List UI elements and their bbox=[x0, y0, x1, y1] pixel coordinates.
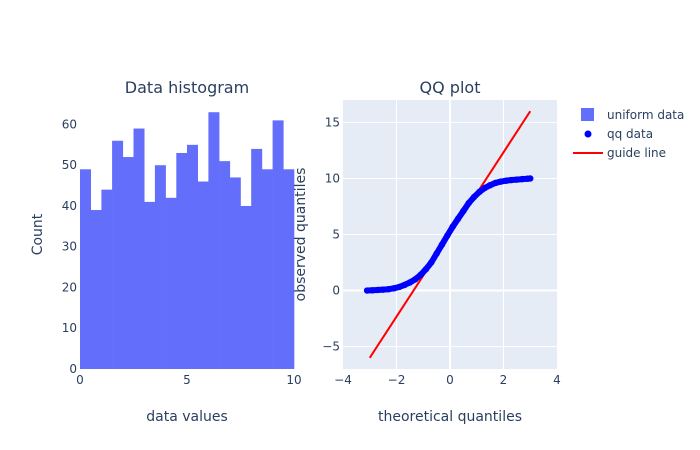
qq-point bbox=[481, 184, 488, 192]
y-tick-label: 10 bbox=[325, 171, 340, 185]
histogram-bar bbox=[80, 169, 91, 369]
legend-item-guide-line[interactable]: guide line bbox=[573, 146, 666, 160]
histogram-subplot: Data histogram 0 5 10 0 10 20 30 40 50 60 data v… bbox=[30, 78, 302, 425]
x-tick-label: 5 bbox=[183, 373, 191, 387]
histogram-bar bbox=[261, 169, 273, 369]
qq-point bbox=[449, 223, 456, 230]
histogram-bar bbox=[219, 161, 231, 369]
histogram-bar bbox=[112, 140, 124, 369]
histogram-bar bbox=[176, 152, 188, 369]
histogram-bar bbox=[229, 177, 241, 369]
histogram-y-axis-title: Count bbox=[30, 213, 46, 255]
histogram-bar bbox=[208, 112, 220, 370]
histogram-bar bbox=[251, 148, 263, 369]
qq-point bbox=[519, 175, 526, 183]
qq-point bbox=[374, 286, 381, 294]
qq-point bbox=[508, 176, 515, 184]
y-tick-label: 40 bbox=[62, 199, 77, 213]
histogram-x-ticks: 0 5 10 bbox=[76, 373, 301, 387]
qq-point bbox=[454, 215, 462, 223]
qq-point bbox=[406, 279, 414, 286]
qq-point bbox=[470, 193, 478, 201]
histogram-title: Data histogram bbox=[125, 78, 249, 97]
y-tick-label: −5 bbox=[322, 340, 340, 354]
qq-points bbox=[363, 175, 534, 294]
qq-point bbox=[486, 181, 494, 189]
qq-y-axis-title: observed quantiles bbox=[293, 168, 309, 302]
histogram-bar bbox=[154, 165, 166, 369]
legend-label: guide line bbox=[607, 146, 666, 160]
qq-point bbox=[395, 283, 403, 291]
qq-point bbox=[417, 271, 424, 279]
qq-point bbox=[476, 188, 483, 196]
qq-point bbox=[422, 266, 430, 273]
x-tick-label: 10 bbox=[286, 373, 301, 387]
qq-point bbox=[390, 285, 398, 292]
y-tick-label: 20 bbox=[62, 280, 77, 294]
histogram-bars bbox=[80, 112, 295, 370]
qq-point bbox=[428, 259, 435, 266]
legend[interactable]: uniform data qq data guide line bbox=[573, 108, 684, 160]
histogram-bar bbox=[144, 201, 156, 369]
y-tick-label: 10 bbox=[62, 321, 77, 335]
y-tick-label: 30 bbox=[62, 240, 77, 254]
x-tick-label: −4 bbox=[334, 373, 352, 387]
qq-point bbox=[502, 177, 510, 184]
x-tick-label: −2 bbox=[388, 373, 406, 387]
y-tick-label: 15 bbox=[325, 115, 340, 129]
x-tick-label: 0 bbox=[446, 373, 454, 387]
histogram-bar bbox=[90, 210, 102, 369]
histogram-bar bbox=[240, 205, 252, 369]
x-tick-label: 0 bbox=[76, 373, 84, 387]
qq-y-ticks: −5 0 5 10 15 bbox=[322, 115, 340, 353]
qq-point bbox=[527, 175, 534, 182]
histogram-bar bbox=[272, 120, 284, 369]
qq-point bbox=[385, 285, 392, 293]
qq-point bbox=[465, 199, 472, 207]
y-tick-label: 0 bbox=[69, 362, 77, 376]
y-tick-label: 5 bbox=[332, 228, 340, 242]
histogram-bar bbox=[122, 157, 134, 369]
legend-item-qq-data[interactable]: qq data bbox=[584, 127, 654, 141]
qq-x-axis-title: theoretical quantiles bbox=[378, 409, 522, 425]
qq-point bbox=[369, 287, 376, 294]
qq-point bbox=[460, 207, 467, 215]
histogram-y-ticks: 0 10 20 30 40 50 60 bbox=[62, 117, 77, 376]
qq-title: QQ plot bbox=[420, 78, 481, 97]
x-tick-label: 2 bbox=[500, 373, 508, 387]
legend-square-icon bbox=[581, 108, 594, 121]
histogram-x-axis-title: data values bbox=[146, 409, 228, 425]
qq-point bbox=[401, 281, 408, 289]
qq-point bbox=[379, 286, 387, 293]
x-tick-label: 4 bbox=[553, 373, 561, 387]
qq-point bbox=[433, 250, 440, 257]
qq-point bbox=[438, 241, 446, 248]
qq-point bbox=[497, 178, 505, 185]
histogram-bar bbox=[283, 169, 295, 369]
qq-x-ticks: −4 −2 0 2 4 bbox=[334, 373, 561, 387]
histogram-bar bbox=[197, 181, 209, 369]
legend-label: qq data bbox=[607, 127, 653, 141]
histogram-bar bbox=[187, 144, 198, 369]
histogram-bar bbox=[165, 197, 177, 369]
histogram-bar bbox=[133, 128, 145, 369]
legend-label: uniform data bbox=[607, 108, 684, 122]
qq-point bbox=[444, 232, 451, 239]
y-tick-label: 50 bbox=[62, 158, 77, 172]
legend-item-uniform-data[interactable]: uniform data bbox=[581, 108, 684, 122]
qq-point bbox=[513, 176, 521, 183]
qq-point bbox=[412, 276, 419, 283]
qq-subplot: QQ plot −4 −2 0 2 4 −5 0 5 10 15 theoretical qua… bbox=[293, 78, 561, 425]
y-tick-label: 60 bbox=[62, 117, 77, 131]
histogram-bar bbox=[101, 189, 113, 369]
legend-dot-icon bbox=[584, 130, 592, 138]
qq-point bbox=[363, 287, 371, 294]
y-tick-label: 0 bbox=[332, 284, 340, 298]
qq-point bbox=[492, 179, 499, 187]
